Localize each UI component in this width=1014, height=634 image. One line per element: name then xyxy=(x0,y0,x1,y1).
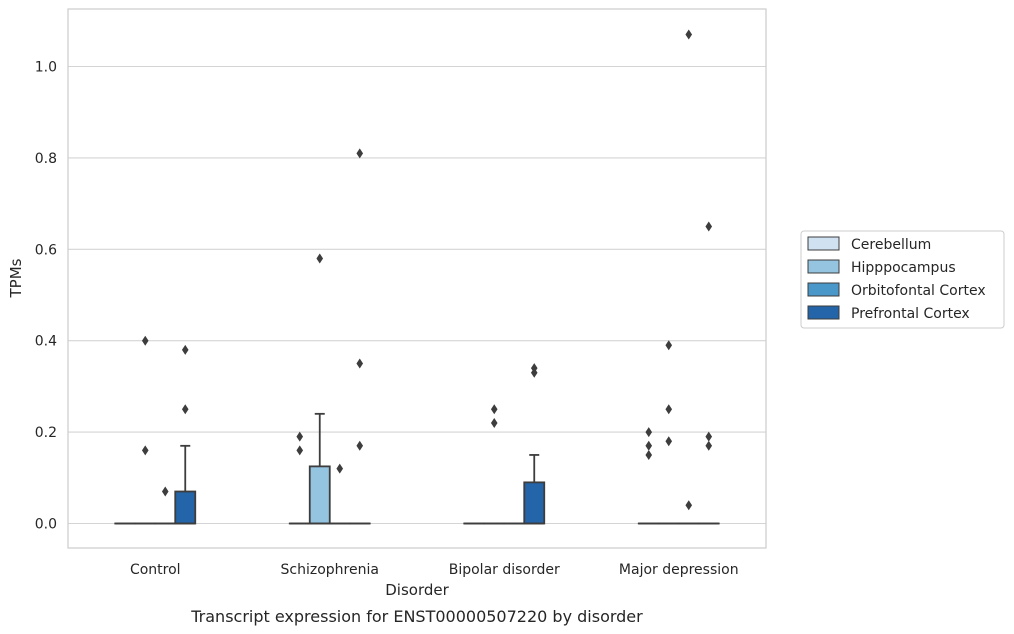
outlier-point xyxy=(685,29,693,40)
legend-item: Hipppocampus xyxy=(807,259,956,276)
x-axis-label: Disorder xyxy=(385,581,449,599)
chart-caption: Transcript expression for ENST0000050722… xyxy=(190,607,643,626)
outlier-point xyxy=(705,440,713,451)
outlier-point xyxy=(645,449,653,460)
plot-background xyxy=(68,9,766,548)
legend-swatch xyxy=(807,259,840,274)
box-prefrontal-cortex xyxy=(523,454,546,525)
outlier-point xyxy=(490,417,498,428)
legend: Cerebellum Hipppocampus Orbitofontal Corte… xyxy=(800,230,1005,329)
y-tick-labels: 0.0 0.2 0.4 0.6 0.8 1.0 xyxy=(35,60,57,533)
outlier-point xyxy=(665,340,673,351)
legend-item: Prefrontal Cortex xyxy=(807,305,970,322)
x-tick-label: Schizophrenia xyxy=(281,562,379,578)
x-tick-label: Bipolar disorder xyxy=(449,562,560,578)
outlier-point xyxy=(296,445,304,456)
outlier-point xyxy=(316,253,324,264)
boxes xyxy=(114,412,720,525)
x-tick-label: Major depression xyxy=(619,562,739,578)
box-body xyxy=(174,490,197,525)
y-tick-label: 0.6 xyxy=(35,242,57,258)
outlier-point xyxy=(161,486,169,497)
outlier-point xyxy=(181,404,189,415)
outlier-point xyxy=(665,404,673,415)
outlier-point xyxy=(705,221,713,232)
outlier-point xyxy=(490,404,498,415)
legend-label: Orbitofontal Cortex xyxy=(851,283,986,299)
legend-swatch xyxy=(807,236,840,251)
legend-item: Orbitofontal Cortex xyxy=(807,282,986,299)
outlier-point xyxy=(356,148,364,159)
y-axis-label: TPMs xyxy=(7,258,25,298)
y-tick-label: 0.4 xyxy=(35,334,57,350)
outlier-point xyxy=(336,463,344,474)
outlier-point xyxy=(645,440,653,451)
y-tick-label: 1.0 xyxy=(35,60,57,76)
y-tick-label: 0.8 xyxy=(35,151,57,167)
box-prefrontal-cortex xyxy=(174,444,197,525)
outlier-point xyxy=(181,344,189,355)
outlier-point xyxy=(685,500,693,511)
plot-frame xyxy=(67,8,767,549)
legend-label: Prefrontal Cortex xyxy=(851,306,970,322)
legend-label: Hipppocampus xyxy=(851,260,956,276)
x-tick-label: Control xyxy=(130,562,181,578)
legend-swatch xyxy=(807,305,840,320)
outlier-point xyxy=(356,358,364,369)
box-body xyxy=(308,465,331,525)
outlier-point xyxy=(141,335,149,346)
legend-item: Cerebellum xyxy=(807,236,931,253)
y-tick-label: 0.0 xyxy=(35,517,57,533)
outlier-point xyxy=(141,445,149,456)
outlier-markers xyxy=(141,29,713,511)
legend-label: Cerebellum xyxy=(851,237,931,253)
legend-frame xyxy=(800,230,1005,329)
outlier-point xyxy=(296,431,304,442)
legend-items: Cerebellum Hipppocampus Orbitofontal Corte… xyxy=(807,236,986,322)
x-tick-labels: Control Schizophrenia Bipolar disorder Majo… xyxy=(130,562,739,578)
outlier-point xyxy=(645,427,653,438)
legend-swatch xyxy=(807,282,840,297)
outlier-point xyxy=(705,431,713,442)
box-hipppocampus xyxy=(308,412,331,525)
outlier-point xyxy=(665,436,673,447)
outlier-point xyxy=(530,363,538,374)
box-body xyxy=(523,481,546,525)
y-tick-label: 0.2 xyxy=(35,425,57,441)
outlier-point xyxy=(356,440,364,451)
